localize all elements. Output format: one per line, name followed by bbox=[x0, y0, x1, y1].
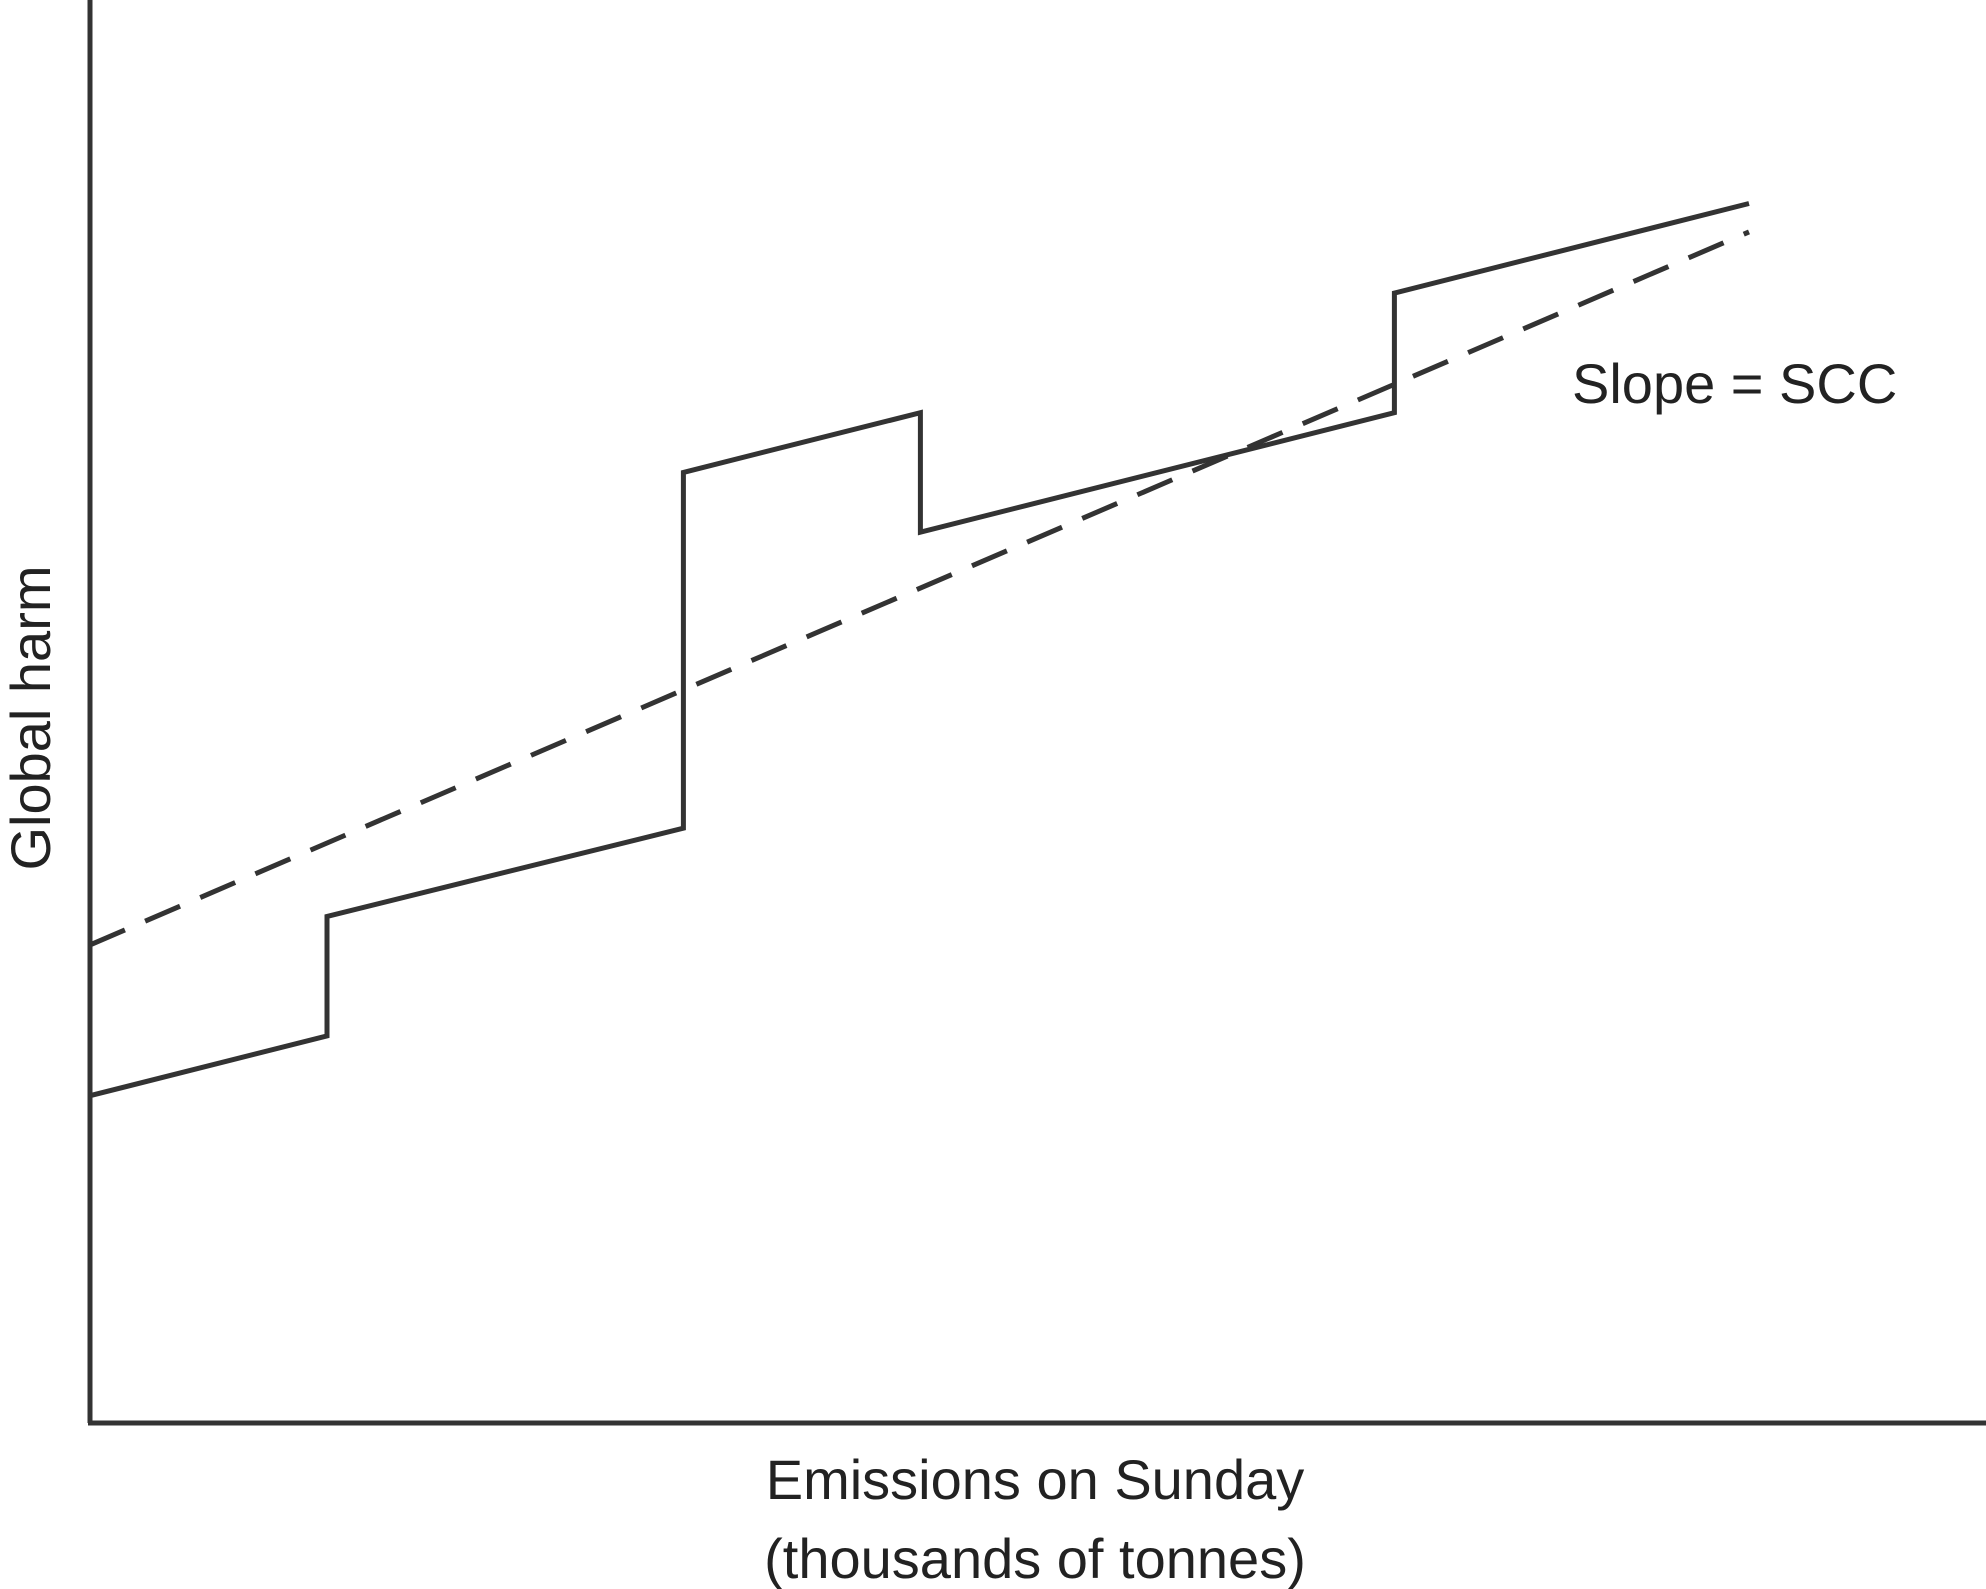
trend-line-dashed bbox=[89, 229, 1750, 948]
x-axis-label-line-1: Emissions on Sunday bbox=[766, 1448, 1305, 1511]
plot-area bbox=[89, 201, 1750, 1099]
annotation-slope-scc: Slope = SCC bbox=[1572, 352, 1897, 415]
y-axis-label: Global harm bbox=[0, 565, 62, 870]
step-line-solid bbox=[89, 201, 1750, 1099]
x-axis-label-line-2: (thousands of tonnes) bbox=[764, 1527, 1306, 1589]
